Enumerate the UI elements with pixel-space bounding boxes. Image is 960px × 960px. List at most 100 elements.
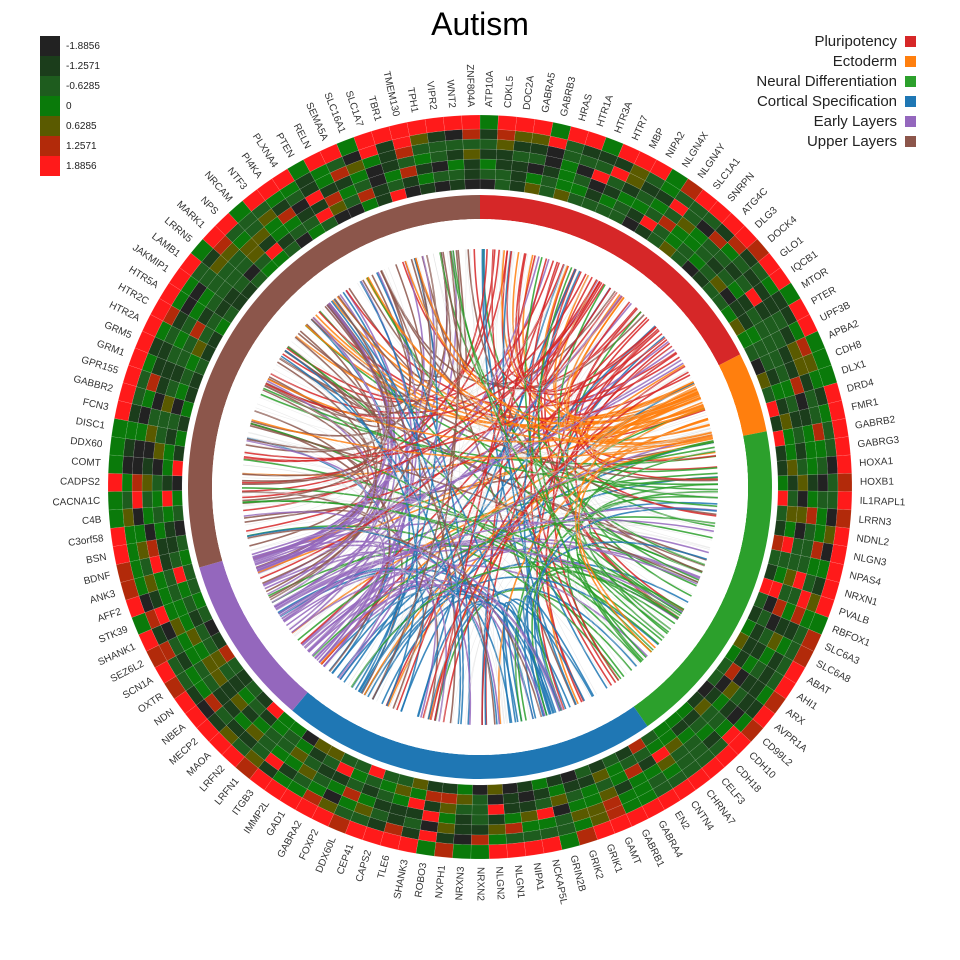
gene-label: GRIK2: [586, 849, 605, 881]
heatmap-cell: [807, 490, 819, 509]
tick-bar: [604, 254, 616, 272]
heatmap-cell: [198, 325, 215, 345]
heatmap-cell: [714, 674, 733, 694]
tick-bar: [667, 647, 685, 663]
tick-bar: [411, 227, 417, 238]
tick-bar: [232, 382, 243, 389]
heatmap-cell: [794, 442, 807, 460]
tick-bar: [243, 603, 263, 616]
background-link: [324, 589, 505, 724]
gene-link: [251, 362, 684, 556]
gene-label: BDNF: [83, 570, 112, 587]
heatmap-cell: [495, 159, 513, 171]
heatmap-cell: [617, 788, 638, 805]
tick-bar: [263, 326, 277, 337]
heatmap-cell: [142, 457, 154, 475]
tick-bar: [708, 411, 739, 423]
heatmap-cell: [634, 223, 653, 241]
heatmap-cell: [521, 819, 541, 833]
heatmap-cell: [641, 797, 665, 819]
heatmap-cell: [797, 490, 809, 508]
tick-bar: [518, 222, 524, 234]
tick-bar: [257, 621, 280, 639]
gene-label: STK39: [97, 624, 130, 646]
gene-label: GRIK1: [604, 843, 625, 875]
category-swatch: [905, 95, 916, 107]
heatmap-cell: [793, 522, 807, 540]
scale-legend-item: -1.8856: [40, 36, 100, 56]
heatmap-cell: [158, 640, 176, 662]
heatmap-cell: [379, 831, 402, 850]
heatmap-cell: [785, 505, 798, 523]
heatmap-cell: [802, 424, 816, 443]
tick-bar: [732, 457, 747, 463]
tick-bar: [212, 495, 234, 500]
heatmap-cell: [428, 140, 447, 153]
gene-link: [533, 508, 717, 715]
heatmap-cell: [221, 744, 245, 768]
background-link: [245, 267, 415, 451]
tick-bar: [212, 463, 238, 469]
heatmap-cell: [833, 526, 850, 547]
heatmap-cell: [689, 741, 709, 761]
heatmap-cell: [257, 733, 278, 753]
heatmap-cell: [559, 769, 578, 784]
gene-link: [502, 250, 577, 706]
background-link: [264, 384, 565, 710]
tick-bar: [417, 225, 423, 235]
scale-legend-item: 0.6285: [40, 116, 100, 136]
gene-label: NXPH1: [434, 864, 448, 899]
heatmap-cell: [601, 752, 620, 769]
heatmap-cell: [817, 491, 829, 509]
tick-bar: [531, 721, 541, 749]
gene-label: PTEN: [273, 131, 296, 160]
background-link: [352, 366, 686, 688]
tick-bar: [738, 501, 748, 505]
tick-bar: [728, 541, 742, 548]
tick-bar: [565, 715, 577, 739]
heatmap-cell: [161, 475, 173, 492]
tick-bar: [225, 400, 243, 409]
background-link: [261, 391, 693, 595]
tick-bar: [456, 738, 461, 755]
heatmap-cell: [776, 505, 788, 522]
heatmap-cell: [197, 306, 215, 326]
heatmap-cell: [661, 762, 682, 781]
tick-bar: [440, 731, 447, 753]
heatmap-cell: [790, 605, 807, 626]
heatmap-cell: [783, 620, 800, 641]
heatmap-cell: [211, 686, 231, 707]
gene-label: GRM1: [95, 338, 126, 359]
gene-label: ABAT: [805, 675, 832, 697]
heatmap-cell: [732, 631, 750, 650]
gene-link: [246, 439, 367, 571]
heatmap-cell: [123, 438, 136, 458]
category-swatch: [905, 35, 916, 47]
heatmap-cell: [558, 831, 581, 850]
heatmap-cell: [171, 475, 183, 491]
background-link: [564, 292, 702, 574]
heatmap-cell: [162, 305, 181, 326]
background-link: [389, 279, 598, 708]
tick-bar: [265, 631, 289, 650]
heatmap-cell: [756, 371, 772, 390]
scale-swatch: [40, 136, 60, 156]
heatmap-cell: [811, 347, 832, 370]
category-arc: [633, 431, 772, 727]
gene-link: [576, 553, 683, 633]
heatmap-cell: [634, 151, 657, 173]
gene-label: NPS: [198, 195, 220, 218]
heatmap-cell: [406, 118, 428, 137]
tick-bar: [618, 681, 638, 706]
background-link: [243, 464, 666, 637]
heatmap-cell: [796, 314, 818, 337]
tick-bar: [238, 596, 256, 607]
tick-bar: [385, 235, 396, 256]
heatmap-cell: [583, 792, 603, 808]
heatmap-cell: [171, 490, 183, 507]
heatmap-cell: [743, 343, 760, 363]
heatmap-cell: [326, 779, 347, 796]
gene-label: TMEM130: [380, 70, 401, 118]
gene-label: TPH1: [405, 87, 420, 115]
heatmap-cell: [224, 268, 244, 288]
